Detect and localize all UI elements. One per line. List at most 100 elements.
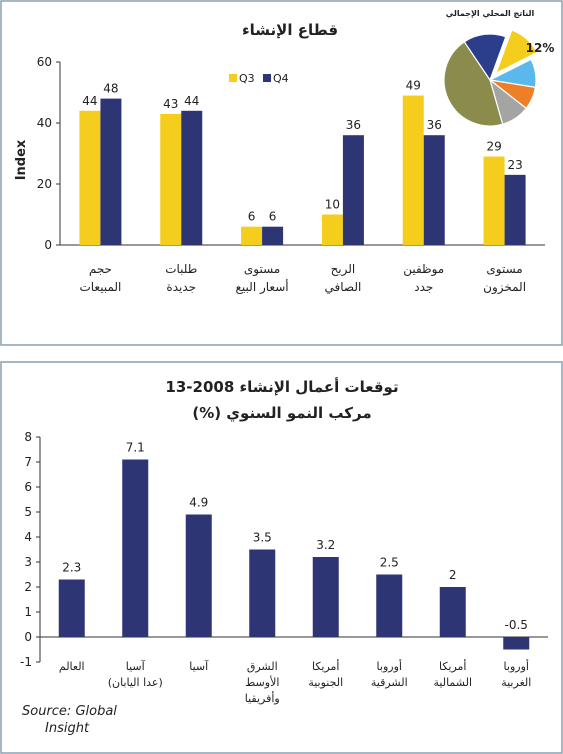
legend-label-q3: Q3 xyxy=(239,72,255,85)
bottom-chart-bar xyxy=(376,574,403,637)
bottom-chart-data-label: 4.9 xyxy=(189,496,208,510)
top-chart-data-label: 48 xyxy=(103,82,118,96)
bottom-chart-y-tick-label: 0 xyxy=(24,630,32,644)
source-note-line-2: Insight xyxy=(45,721,90,736)
bottom-chart-data-label: 2 xyxy=(449,568,457,582)
legend-label-q4: Q4 xyxy=(273,72,289,85)
bottom-chart-data-label: 3.5 xyxy=(253,531,272,545)
top-chart-data-label: 36 xyxy=(346,118,361,132)
top-chart-bar-q3 xyxy=(402,95,424,245)
bottom-chart-bar xyxy=(312,557,339,637)
top-chart-title: قطاع الإنشاء xyxy=(242,21,338,39)
top-chart-data-label: 44 xyxy=(184,94,199,108)
bottom-chart-category-label: وأفريقيا xyxy=(245,691,280,705)
top-chart-category-label: المخزون xyxy=(483,280,526,295)
bottom-chart-category-label: أوروبا xyxy=(377,659,402,673)
top-chart-y-tick-label: 40 xyxy=(37,116,52,130)
top-chart-legend: Q3 Q4 xyxy=(229,72,289,85)
bottom-chart-y-tick-label: 1 xyxy=(24,605,32,619)
bottom-chart-category-label: آسيا xyxy=(126,659,146,673)
top-chart-category-label: المبيعات xyxy=(79,280,121,294)
bottom-chart-category-label: الجنوبية xyxy=(308,676,343,689)
pie-slice-label: 12% xyxy=(526,41,555,55)
top-chart-bar-q3 xyxy=(160,113,182,245)
top-bar-chart: 0 20 40 60 44 48 حجم المبيعات 43 44 طلبات جديدة 6 6 مس… xyxy=(37,55,545,295)
top-chart-category-label: حجم xyxy=(89,262,112,276)
bottom-chart-category-label: الشمالية xyxy=(434,676,473,689)
bottom-chart-category-label: (عدا اليابان) xyxy=(108,676,163,689)
top-chart-data-label: 44 xyxy=(82,94,97,108)
bottom-chart-y-tick-label: 6 xyxy=(24,480,32,494)
bottom-chart-bar xyxy=(185,514,212,637)
top-chart-data-label: 43 xyxy=(163,97,178,111)
bottom-chart-category-label: الشرق xyxy=(247,660,278,673)
bottom-chart-y-tick-label: 5 xyxy=(24,505,32,519)
top-chart-data-label: 29 xyxy=(486,140,501,154)
bottom-chart-bar xyxy=(122,459,149,637)
bottom-chart-data-label: 7.1 xyxy=(126,441,145,455)
bottom-chart-bar xyxy=(503,637,530,650)
bottom-chart-y-tick-label: 4 xyxy=(24,530,32,544)
pie-slice xyxy=(494,29,538,75)
top-chart-bar-q4 xyxy=(181,110,203,245)
bottom-chart-category-label: أمريكا xyxy=(439,659,467,673)
bottom-chart-category-label: الأوسط xyxy=(245,675,279,689)
top-chart-category-label: الربح xyxy=(331,262,356,277)
bottom-chart-title: توقعات أعمال الإنشاء 2008-13 xyxy=(165,377,398,396)
top-chart-y-tick-label: 20 xyxy=(37,177,52,191)
legend-swatch-q4 xyxy=(263,74,271,82)
bottom-chart-y-tick-label: 3 xyxy=(24,555,32,569)
top-chart-category-label: جديدة xyxy=(166,280,196,294)
bottom-chart-data-label: 2.3 xyxy=(62,561,81,575)
top-chart-bar-q3 xyxy=(79,110,101,245)
pie-chart: 12% xyxy=(443,29,555,127)
bottom-chart-category-label: الغربية xyxy=(501,676,531,689)
top-chart-bar-q4 xyxy=(100,98,122,245)
bottom-chart-category-label: الشرقية xyxy=(371,676,408,689)
top-chart-bar-q3 xyxy=(483,156,505,245)
bottom-chart-category-label: أوروبا xyxy=(504,659,529,673)
bottom-chart-category-label: أمريكا xyxy=(312,659,340,673)
top-chart-data-label: 6 xyxy=(269,210,277,224)
top-chart-category-label: طلبات xyxy=(165,262,197,276)
top-chart-data-label: 10 xyxy=(325,198,340,212)
bottom-chart-subtitle: مركب النمو السنوي (%) xyxy=(192,404,371,423)
top-chart-bar-q4 xyxy=(342,135,364,245)
top-chart-data-label: 6 xyxy=(248,210,256,224)
bottom-chart-y-tick-label: 8 xyxy=(24,430,32,444)
top-chart-category-label: مستوى xyxy=(486,262,522,277)
bottom-chart-y-tick-label: -1 xyxy=(20,655,32,669)
pie-slice xyxy=(463,33,507,82)
bottom-chart-data-label: 2.5 xyxy=(380,556,399,570)
top-chart-bar-q4 xyxy=(262,226,284,245)
bottom-chart-category-label: آسيا xyxy=(189,659,209,673)
top-chart-bar-q4 xyxy=(423,135,445,245)
bottom-chart-bar xyxy=(58,579,85,637)
legend-swatch-q3 xyxy=(229,74,237,82)
source-note-line-1: Source: Global xyxy=(22,704,117,719)
bottom-chart-bar xyxy=(439,587,466,637)
top-chart-category-label: جدد xyxy=(414,280,433,294)
bottom-chart-data-label: -0.5 xyxy=(505,618,528,632)
top-chart-category-label: الصافي xyxy=(325,280,362,294)
bottom-panel-frame xyxy=(0,361,563,754)
top-chart-data-label: 49 xyxy=(406,79,421,93)
top-chart-y-axis-label: Index xyxy=(14,139,29,180)
top-chart-y-tick-label: 0 xyxy=(44,238,52,252)
top-chart-category-label: موظفين xyxy=(403,262,444,277)
pie-slice xyxy=(443,41,504,127)
top-chart-bar-q3 xyxy=(241,226,263,245)
top-panel-frame xyxy=(0,0,563,346)
bottom-bar-chart: -1 0 1 2 3 4 5 6 7 8 2.3 العالم 7.1 آسيا (عدا اليابان)… xyxy=(20,430,548,705)
top-chart-category-label: مستوى xyxy=(244,262,280,277)
bottom-chart-y-tick-label: 7 xyxy=(24,455,32,469)
top-chart-bar-q3 xyxy=(321,214,343,245)
top-chart-data-label: 23 xyxy=(507,158,522,172)
top-chart-y-tick-label: 60 xyxy=(37,55,52,69)
bottom-chart-category-label: العالم xyxy=(59,660,85,673)
bottom-chart-y-tick-label: 2 xyxy=(24,580,32,594)
top-chart-category-label: أسعار البيع xyxy=(236,279,289,295)
bottom-chart-bar xyxy=(249,549,276,637)
top-chart-data-label: 36 xyxy=(427,118,442,132)
